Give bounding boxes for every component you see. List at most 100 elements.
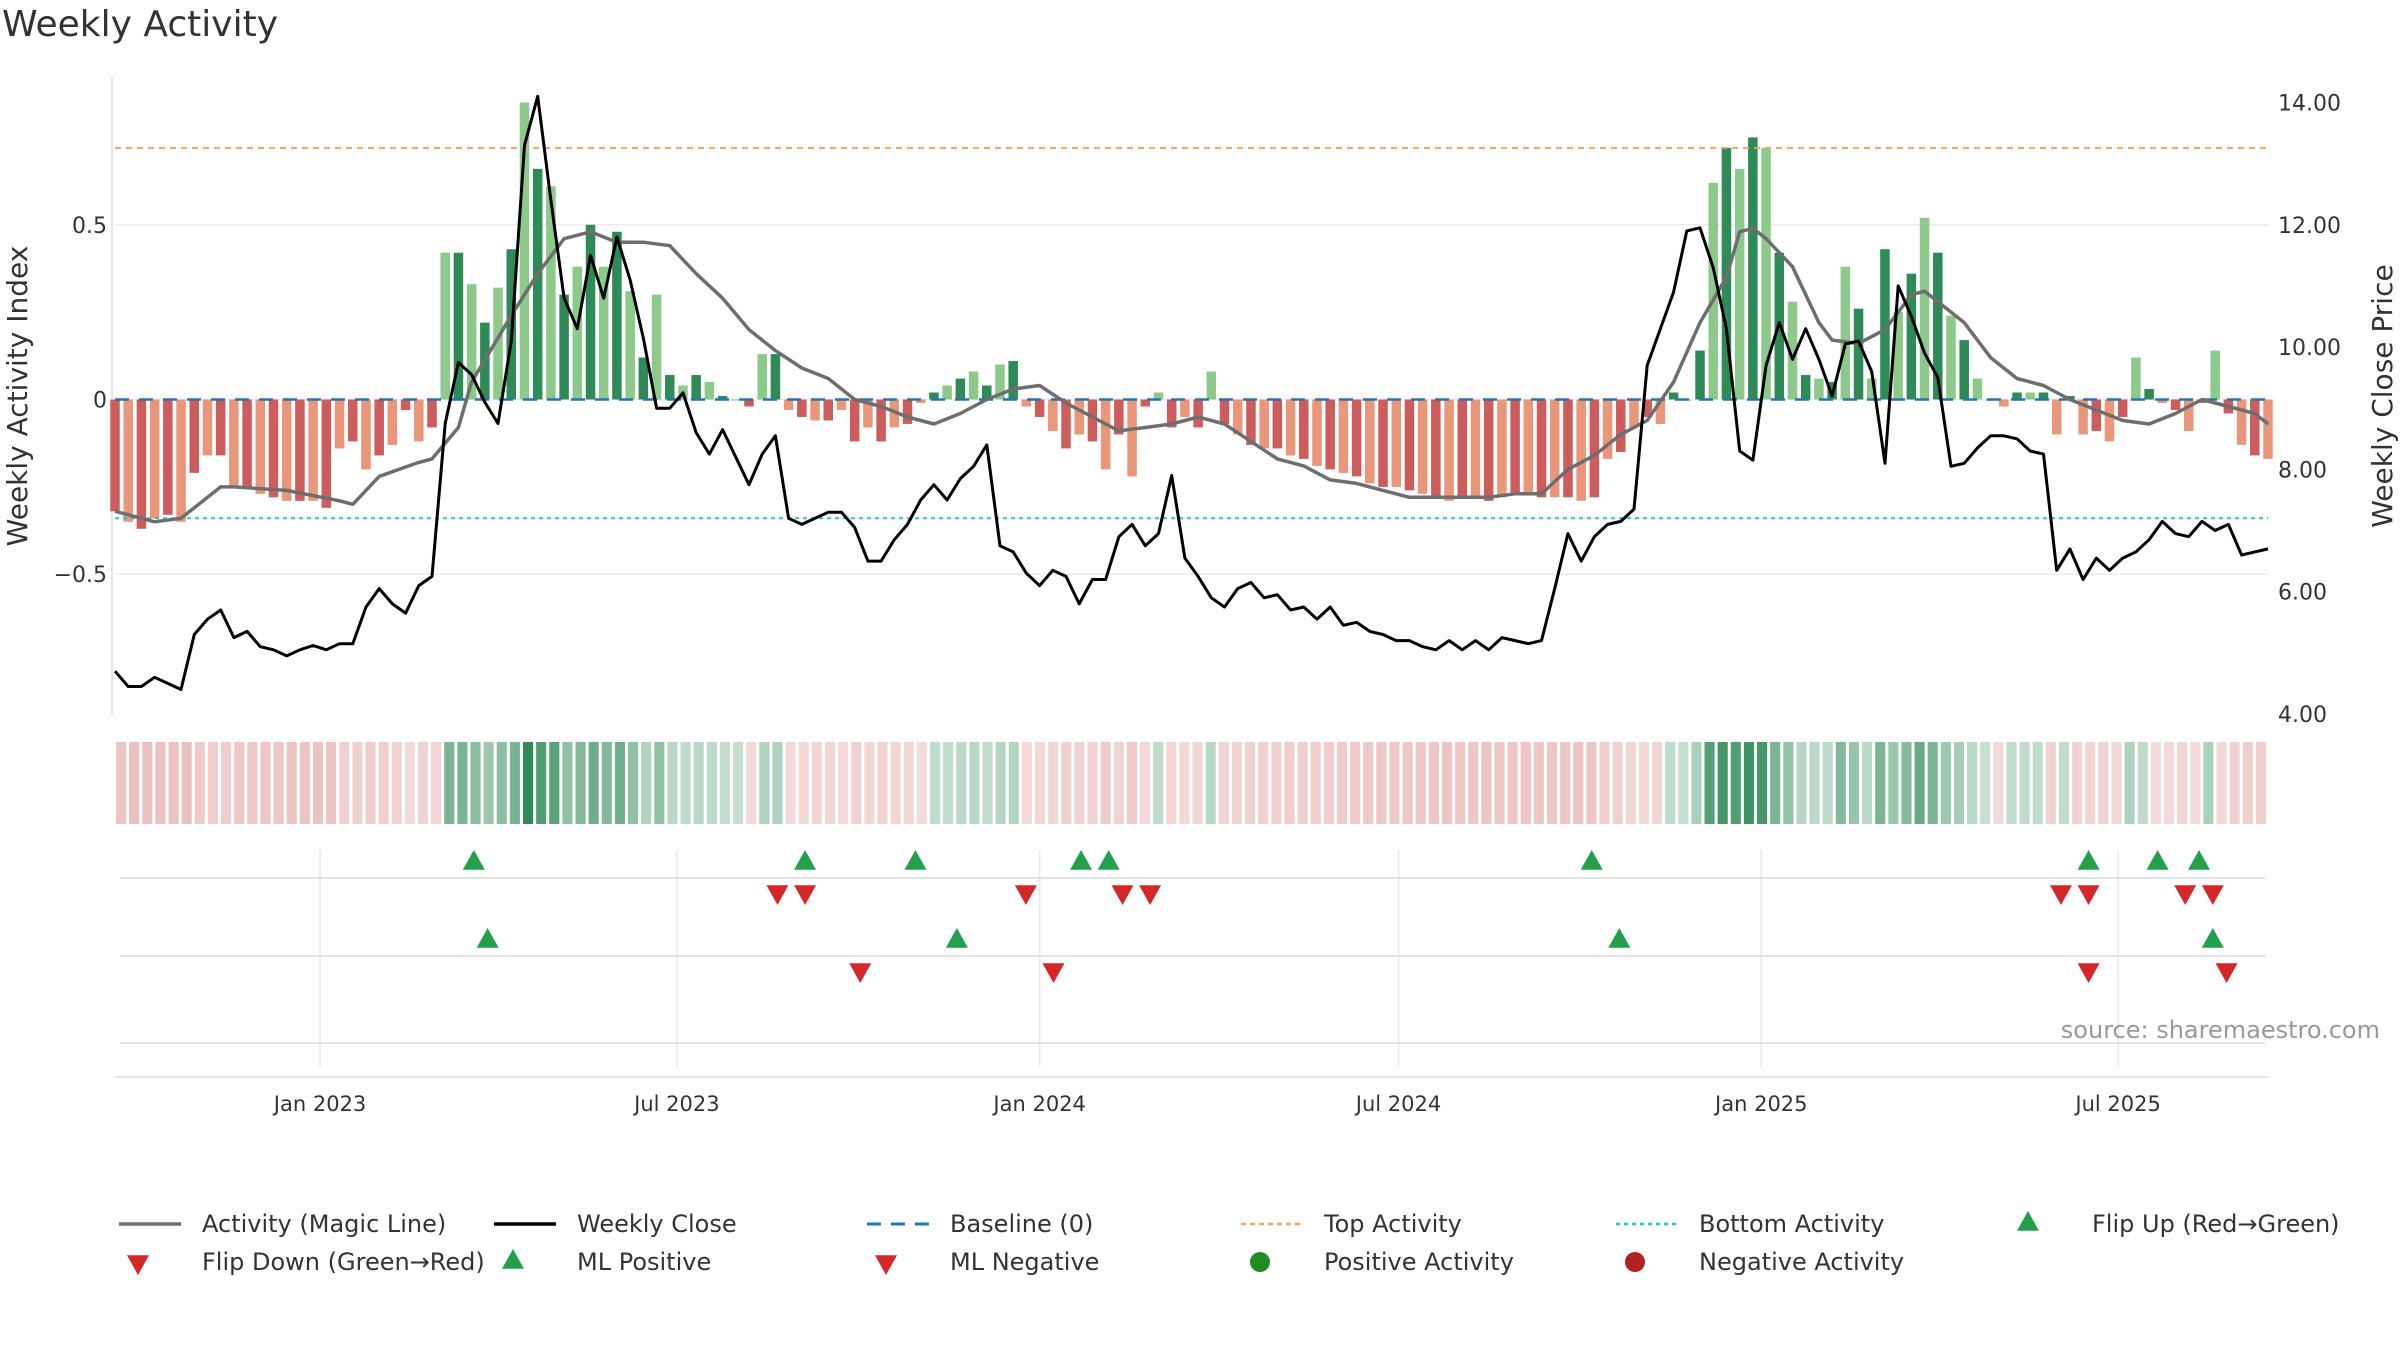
heat-cell	[2111, 742, 2122, 824]
heat-cell	[483, 742, 494, 824]
activity-bar	[1933, 252, 1943, 400]
heat-cell	[1415, 742, 1426, 824]
x-tick-label: Jul 2024	[1354, 1092, 1441, 1116]
activity-bar	[387, 399, 398, 445]
heat-cell	[1546, 742, 1558, 824]
heat-cell	[1310, 742, 1321, 824]
legend-up-swatch	[2017, 1211, 2039, 1231]
activity-bar	[612, 231, 622, 400]
heat-cell	[575, 742, 586, 824]
legend-label: Baseline (0)	[950, 1210, 1093, 1238]
heat-cell	[2203, 742, 2214, 824]
y-tick-right: 14.00	[2278, 91, 2341, 116]
activity-bar	[1351, 399, 1362, 477]
activity-bar	[744, 399, 754, 407]
y-tick-left: −0.5	[54, 563, 107, 588]
heat-cell	[903, 742, 914, 824]
heat-cell	[772, 742, 783, 824]
heat-cell	[431, 742, 442, 824]
activity-bar	[1972, 378, 1983, 400]
activity-bar	[1655, 399, 1666, 424]
flip-up-marker	[1070, 850, 1093, 870]
heat-cell	[1323, 742, 1334, 824]
heat-cell	[391, 742, 402, 824]
heat-cell	[1638, 742, 1649, 824]
heat-cell	[273, 742, 284, 824]
heat-cell	[2045, 742, 2056, 824]
activity-bar	[1523, 399, 1534, 494]
heat-cell	[746, 742, 757, 824]
heat-cell	[1901, 742, 1912, 824]
heat-cell	[417, 742, 429, 824]
activity-bar	[2250, 399, 2260, 456]
activity-bar	[942, 385, 952, 400]
heat-cell	[299, 742, 310, 824]
activity-bar	[242, 399, 252, 487]
activity-bar	[1536, 399, 1547, 498]
y-tick-right: 4.00	[2278, 703, 2327, 728]
flip-up-marker	[1097, 850, 1120, 870]
activity-bar	[110, 399, 120, 512]
heat-cell	[588, 742, 599, 824]
activity-bar	[863, 399, 873, 428]
activity-bar	[493, 287, 503, 400]
heat-cell	[1757, 742, 1768, 824]
activity-bar	[2210, 350, 2220, 400]
heat-cell	[654, 742, 665, 824]
heat-cell	[2032, 742, 2043, 824]
activity-bar	[255, 399, 266, 494]
activity-bar	[1087, 399, 1098, 442]
heat-cell	[1533, 742, 1544, 824]
activity-bar	[995, 364, 1005, 400]
heat-cell	[1350, 742, 1361, 824]
ml-up-marker	[2201, 928, 2224, 948]
activity-bar	[1919, 217, 1930, 400]
ml-down-marker	[1042, 963, 1065, 983]
heat-cell	[1507, 742, 1518, 824]
heat-cell	[312, 742, 324, 824]
legend-label: Negative Activity	[1699, 1248, 1904, 1276]
activity-bar	[2236, 399, 2247, 445]
heat-cell	[1796, 742, 1807, 824]
activity-bar	[1140, 399, 1151, 407]
heat-cell	[1245, 742, 1256, 824]
heat-cell	[1704, 742, 1715, 824]
activity-bar	[638, 357, 649, 400]
activity-bar	[1668, 392, 1679, 400]
activity-bar	[400, 399, 411, 410]
activity-bar	[1602, 399, 1613, 459]
activity-bar	[559, 294, 569, 400]
heat-cell	[1691, 742, 1702, 824]
legend-label: ML Negative	[950, 1248, 1099, 1276]
activity-bar	[1219, 399, 1230, 424]
activity-bar	[440, 252, 450, 400]
heat-cell	[1179, 742, 1190, 824]
activity-bar	[1840, 266, 1851, 400]
heat-cell	[2072, 742, 2083, 824]
heat-cell	[1586, 742, 1597, 824]
heat-cell	[1980, 742, 1991, 824]
y-axis-left-label: Weekly Activity Index	[1, 246, 34, 547]
activity-bar	[1180, 399, 1190, 417]
heat-cell	[2177, 742, 2188, 824]
heat-cell	[549, 742, 560, 824]
heat-cell	[116, 742, 127, 824]
heat-cell	[1665, 742, 1676, 824]
ml-down-marker	[2077, 963, 2100, 983]
flip-down-marker	[766, 885, 789, 905]
activity-bar	[1510, 399, 1520, 494]
activity-bar	[1906, 273, 1917, 400]
activity-bar	[665, 375, 675, 400]
flip-up-marker	[2146, 850, 2169, 870]
heat-cell	[1166, 742, 1177, 824]
flip-up-marker	[794, 850, 817, 870]
activity-bar	[466, 284, 477, 400]
heat-cell	[444, 742, 455, 824]
heat-cell	[943, 742, 954, 824]
activity-bar	[849, 399, 860, 442]
heat-cell	[286, 742, 297, 824]
ml-down-marker	[849, 963, 872, 983]
heat-cell	[929, 742, 941, 824]
heat-cell	[1875, 742, 1886, 824]
